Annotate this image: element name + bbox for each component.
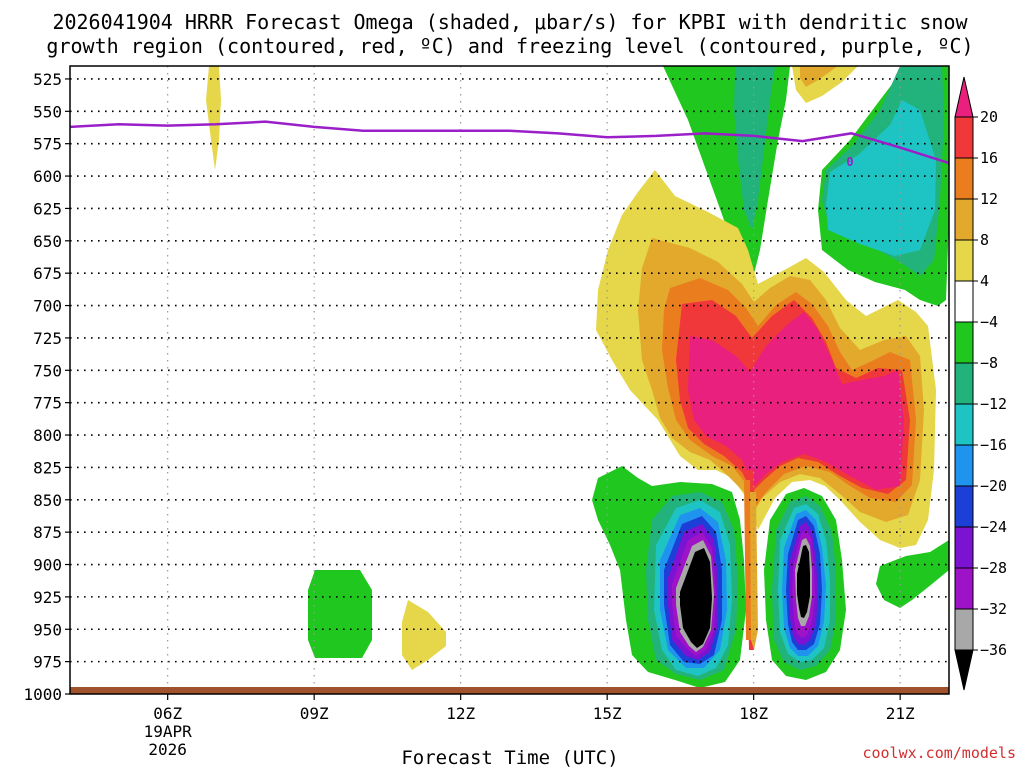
x-tick-label-09Z: 09Z	[300, 704, 329, 723]
x-axis-title: Forecast Time (UTC)	[401, 747, 618, 768]
y-tick-label-775: 775	[33, 394, 62, 413]
colorbar-label-13: −36	[980, 641, 1007, 659]
colorbar-label-3: 8	[980, 231, 989, 249]
y-tick-label-525: 525	[33, 70, 62, 89]
x-tick-label-18Z: 18Z	[739, 704, 768, 723]
omega-neg4-region-09z	[308, 570, 372, 658]
colorbar-label-4: 4	[980, 272, 989, 290]
y-tick-label-925: 925	[33, 588, 62, 607]
chart-title-line1: 2026041904 HRRR Forecast Omega (shaded, …	[52, 10, 968, 34]
colorbar-segment-11	[954, 526, 974, 569]
omega-neg4-region-far-right	[876, 540, 949, 608]
y-tick-label-575: 575	[33, 135, 62, 154]
colorbar-label-5: −4	[980, 313, 998, 331]
colorbar-label-11: −28	[980, 559, 1007, 577]
omega-8-region-top	[800, 66, 838, 87]
chart-title-line2: growth region (contoured, red, ºC) and f…	[46, 34, 973, 58]
surface-ground-bar	[70, 687, 949, 694]
colorbar: 20 16 12 8 4 −4 −8 −12 −16 −20 −24 −28 −32 −36	[954, 76, 1007, 691]
colorbar-top-triangle	[954, 76, 974, 118]
colorbar-segment-10	[954, 485, 974, 528]
y-tick-label-900: 900	[33, 556, 62, 575]
omega-neg12-region-right	[826, 100, 936, 256]
colorbar-segment-2	[954, 157, 974, 200]
omega-12-stem	[744, 480, 752, 640]
freezing-level-label: 0	[846, 155, 853, 169]
omega-neg8-region-upper	[734, 66, 775, 230]
x-tick-label-21Z: 21Z	[886, 704, 915, 723]
colorbar-segment-7	[954, 362, 974, 405]
colorbar-segment-9	[954, 444, 974, 487]
x-tick-label-06Z: 06Z	[153, 704, 182, 723]
plot-border	[69, 65, 950, 695]
colorbar-segment-6	[954, 321, 974, 364]
omega-neg36-cell-left	[680, 548, 712, 648]
y-tick-label-725: 725	[33, 329, 62, 348]
colorbar-segment-4	[954, 239, 974, 282]
colorbar-segment-1	[954, 116, 974, 159]
y-tick-label-1000: 1000	[23, 685, 62, 704]
omega-4-region-11z	[402, 600, 446, 670]
y-tick-label-625: 625	[33, 199, 62, 218]
y-axis: 525 550 575 600 625 650 675 700 725 750 775 800 825 8…	[23, 70, 70, 704]
x-tick-label-15Z: 15Z	[593, 704, 622, 723]
colorbar-segment-13	[954, 608, 974, 651]
colorbar-segment-5	[954, 280, 974, 323]
colorbar-label-7: −12	[980, 395, 1007, 413]
colorbar-segment-3	[954, 198, 974, 241]
colorbar-bottom-triangle	[954, 649, 974, 691]
colorbar-label-10: −24	[980, 518, 1007, 536]
y-tick-label-650: 650	[33, 232, 62, 251]
y-tick-label-950: 950	[33, 620, 62, 639]
y-tick-label-875: 875	[33, 523, 62, 542]
y-tick-label-600: 600	[33, 167, 62, 186]
colorbar-label-8: −16	[980, 436, 1007, 454]
y-tick-label-700: 700	[33, 297, 62, 316]
colorbar-label-2: 12	[980, 190, 998, 208]
y-tick-label-825: 825	[33, 458, 62, 477]
omega-shading	[206, 66, 949, 688]
y-tick-label-975: 975	[33, 653, 62, 672]
y-tick-label-800: 800	[33, 426, 62, 445]
colorbar-segment-12	[954, 567, 974, 610]
x-tick-label-12Z: 12Z	[446, 704, 475, 723]
colorbar-label-1: 16	[980, 149, 998, 167]
x-tick-year: 2026	[148, 740, 187, 759]
y-tick-label-675: 675	[33, 264, 62, 283]
y-tick-label-550: 550	[33, 102, 62, 121]
colorbar-label-0: 20	[980, 108, 998, 126]
y-tick-label-750: 750	[33, 361, 62, 380]
x-tick-date: 19APR	[144, 722, 193, 741]
colorbar-label-6: −8	[980, 354, 998, 372]
omega-neg36-cell-right	[797, 545, 810, 618]
colorbar-label-12: −32	[980, 600, 1007, 618]
colorbar-label-9: −20	[980, 477, 1007, 495]
credit-text: coolwx.com/models	[862, 744, 1016, 762]
colorbar-segment-8	[954, 403, 974, 446]
omega-20-region-main	[688, 312, 904, 490]
y-tick-label-850: 850	[33, 491, 62, 510]
freezing-level-line	[70, 120, 949, 165]
